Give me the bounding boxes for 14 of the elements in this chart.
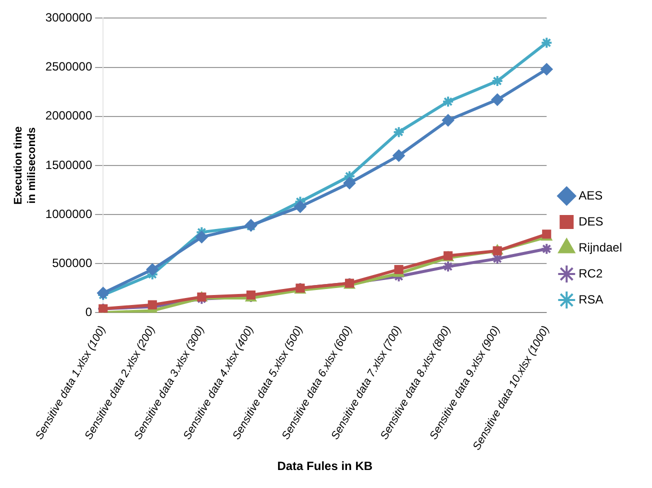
legend-label: DES [578, 214, 604, 228]
y-tick-label: 2000000 [45, 108, 92, 123]
y-tick-label: 2500000 [45, 60, 92, 74]
x-axis-title: Data Fules in KB [277, 459, 373, 474]
legend-label: Rijndael [578, 240, 622, 254]
legend-label: AES [578, 188, 603, 202]
legend-label: RSA [578, 292, 604, 306]
y-tick-label: 0 [85, 304, 92, 319]
y-tick-label: 500000 [52, 256, 92, 270]
y-tick-label: 1000000 [45, 206, 92, 221]
y-axis-title: Execution time in miliseconds [12, 126, 38, 205]
legend-label: RC2 [578, 266, 603, 280]
y-tick-label: 1500000 [45, 158, 92, 172]
y-tick-label: 3000000 [45, 10, 92, 25]
